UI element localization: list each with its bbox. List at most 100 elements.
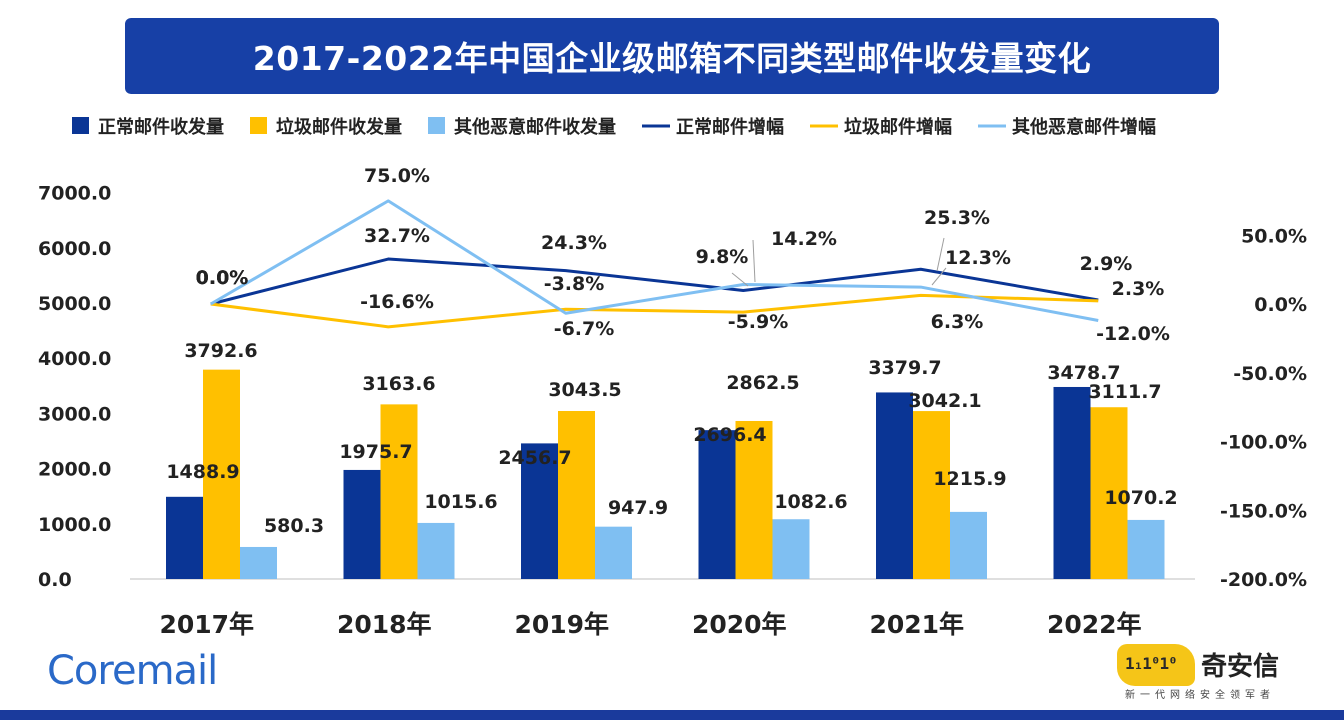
legend-swatch-2 [428, 117, 445, 134]
legend-swatch-0 [72, 117, 89, 134]
line-malicious-growth-label: 75.0% [364, 165, 430, 187]
bar-normal [698, 430, 736, 579]
bar-spam [203, 369, 240, 579]
line-spam-growth-label: -3.8% [544, 273, 605, 295]
x-tick-label: 2020年 [692, 610, 787, 639]
line-malicious-growth-label: 0.0% [196, 267, 249, 289]
bar-spam-label: 3043.5 [548, 379, 621, 401]
bar-normal-label: 2456.7 [498, 447, 571, 469]
y-right-tick-label: -100.0% [1220, 432, 1307, 454]
bar-spam-label: 3042.1 [908, 390, 981, 412]
line-normal-growth-label: 32.7% [364, 225, 430, 247]
bar-normal [521, 443, 558, 579]
title-banner: 2017-2022年中国企业级邮箱不同类型邮件收发量变化 [125, 18, 1219, 94]
x-tick-label: 2019年 [514, 610, 609, 639]
bar-malicious [772, 519, 810, 579]
y-left-tick-label: 7000.0 [38, 183, 111, 205]
line-malicious-growth-label: -6.7% [554, 318, 615, 340]
x-tick-label: 2021年 [869, 610, 964, 639]
bottom-bar [0, 710, 1344, 720]
line-malicious-growth-label: 14.2% [771, 228, 837, 250]
bar-malicious-label: 1082.6 [774, 491, 847, 513]
x-tick-label: 2022年 [1047, 610, 1142, 639]
bar-spam-label: 3792.6 [184, 340, 257, 362]
y-right-tick-label: 50.0% [1241, 225, 1307, 247]
y-left-tick-label: 1000.0 [38, 514, 111, 536]
line-normal-growth-label: 0.0% [196, 267, 249, 289]
line-normal-growth-label: 25.3% [924, 207, 990, 229]
label-leader-line [731, 272, 749, 287]
bar-spam [1090, 407, 1128, 579]
coremail-logo: Coremail [47, 648, 218, 694]
y-left-tick-label: 4000.0 [38, 348, 111, 370]
y-left-tick-label: 5000.0 [38, 293, 111, 315]
bar-malicious-label: 580.3 [264, 515, 324, 537]
line-normal-growth-label: 2.9% [1080, 253, 1133, 275]
legend-swatch-1 [250, 117, 267, 134]
qianxin-emblem-text: 1₁1⁰1⁰ [1125, 654, 1178, 673]
y-right-tick-label: -200.0% [1220, 569, 1307, 591]
y-left-tick-label: 0.0 [38, 569, 72, 591]
chart-title: 2017-2022年中国企业级邮箱不同类型邮件收发量变化 [252, 39, 1092, 78]
line-malicious-growth-label: -12.0% [1096, 323, 1170, 345]
line-normal-growth-label: 24.3% [541, 232, 607, 254]
bar-spam-label: 2862.5 [726, 372, 799, 394]
bar-spam [558, 410, 595, 579]
qianxin-slogan: 新一代网络安全领军者 [1125, 690, 1275, 701]
line-malicious-growth [209, 199, 1099, 322]
y-right-tick-label: 0.0% [1254, 294, 1307, 316]
bar-malicious [1127, 519, 1165, 579]
label-leader-line [936, 237, 945, 272]
bar-normal [876, 392, 913, 579]
bar-normal-label: 1488.9 [166, 461, 239, 483]
label-leader-line [931, 267, 947, 286]
line-spam-growth-label: 6.3% [931, 311, 984, 333]
bar-normal [1053, 386, 1091, 579]
line-spam-growth-label: 0.0% [196, 267, 249, 289]
bar-normal [166, 496, 203, 579]
bar-spam-label: 3163.6 [362, 373, 435, 395]
qianxin-name: 奇安信 [1201, 652, 1280, 682]
qianxin-emblem-icon: 1₁1⁰1⁰ [1117, 644, 1195, 686]
legend-label-4: 垃圾邮件增幅 [844, 116, 952, 138]
line-spam-growth [210, 293, 1099, 329]
bar-malicious [417, 522, 455, 579]
legend-label-3: 正常邮件增幅 [676, 116, 784, 138]
y-right-tick-label: -50.0% [1233, 363, 1307, 385]
bar-malicious-label: 1015.6 [424, 491, 497, 513]
line-normal-growth-label: 9.8% [696, 246, 749, 268]
line-spam-growth-label: -5.9% [728, 311, 789, 333]
y-left-tick-label: 3000.0 [38, 403, 111, 425]
legend-label-5: 其他恶意邮件增幅 [1012, 116, 1156, 138]
line-spam-growth-label: -16.6% [360, 291, 434, 313]
line-malicious-growth-label: 12.3% [945, 247, 1011, 269]
line-normal-growth [210, 257, 1099, 306]
y-left-tick-label: 6000.0 [38, 238, 111, 260]
bar-malicious-label: 947.9 [608, 497, 668, 519]
legend-label-0: 正常邮件收发量 [98, 116, 224, 138]
legend-label-1: 垃圾邮件收发量 [276, 116, 402, 138]
bar-malicious [595, 526, 632, 579]
bar-normal-label: 3478.7 [1047, 362, 1120, 384]
bar-spam-label: 3111.7 [1088, 381, 1161, 403]
label-leader-line [752, 239, 756, 283]
bar-spam [913, 411, 950, 579]
bar-malicious [240, 546, 277, 579]
x-tick-label: 2018年 [337, 610, 432, 639]
bar-malicious-label: 1215.9 [933, 468, 1006, 490]
bar-malicious-label: 1070.2 [1104, 487, 1177, 509]
legend-label-2: 其他恶意邮件收发量 [454, 116, 616, 138]
y-right-tick-label: -150.0% [1220, 500, 1307, 522]
bar-normal [343, 469, 381, 579]
line-spam-growth-label: 2.3% [1112, 278, 1165, 300]
bar-normal-label: 3379.7 [868, 357, 941, 379]
x-tick-label: 2017年 [159, 610, 254, 639]
bar-spam [380, 404, 418, 579]
bar-spam [735, 420, 773, 579]
bar-normal-label: 1975.7 [339, 441, 412, 463]
qianxin-logo: 1₁1⁰1⁰ 奇安信 新一代网络安全领军者 [1117, 644, 1317, 701]
y-left-tick-label: 2000.0 [38, 459, 111, 481]
bar-normal-label: 2696.4 [693, 424, 766, 446]
bar-malicious [950, 511, 987, 579]
